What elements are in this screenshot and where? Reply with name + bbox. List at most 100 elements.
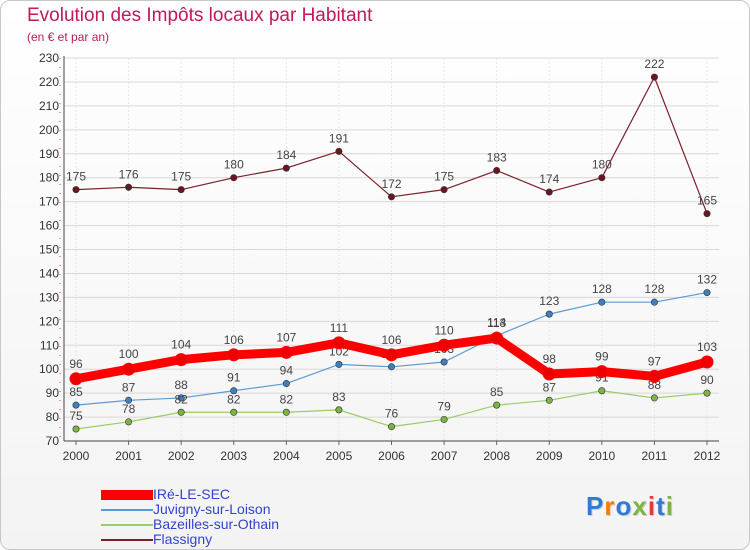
data-label-ir-le-sec: 110 — [435, 323, 454, 337]
data-point-bazeilles-sur-othain — [598, 387, 606, 395]
data-point-juvigny-sur-loison — [125, 396, 133, 404]
data-point-juvigny-sur-loison — [440, 358, 448, 366]
legend-swatch — [101, 523, 153, 526]
y-tick-label: 100 — [39, 362, 59, 376]
x-tick-label: 2001 — [115, 449, 142, 463]
data-label-bazeilles-sur-othain: 78 — [122, 402, 136, 416]
y-tick-label: 180 — [39, 171, 59, 185]
y-tick-label: 210 — [39, 99, 59, 113]
x-tick-label: 2010 — [588, 449, 615, 463]
y-tick-label: 130 — [39, 290, 59, 304]
data-label-flassigny: 180 — [592, 158, 612, 172]
data-label-bazeilles-sur-othain: 82 — [174, 392, 188, 406]
data-label-juvigny-sur-loison: 88 — [174, 378, 188, 392]
data-label-juvigny-sur-loison: 128 — [644, 282, 664, 296]
data-point-bazeilles-sur-othain — [125, 418, 133, 426]
legend-label: Bazeilles-sur-Othain — [153, 516, 280, 532]
y-tick-label: 70 — [46, 434, 60, 448]
data-point-flassigny — [387, 193, 395, 201]
data-point-ir-le-sec — [490, 331, 504, 345]
data-label-flassigny: 222 — [644, 57, 664, 71]
data-label-bazeilles-sur-othain: 87 — [543, 380, 557, 394]
data-label-flassigny: 184 — [276, 148, 296, 162]
y-tick-label: 230 — [39, 51, 59, 65]
data-label-bazeilles-sur-othain: 85 — [490, 385, 504, 399]
data-label-ir-le-sec: 97 — [648, 354, 662, 368]
data-point-juvigny-sur-loison — [598, 298, 606, 306]
data-point-ir-le-sec — [122, 362, 136, 376]
data-label-ir-le-sec: 104 — [171, 338, 191, 352]
y-tick-label: 200 — [39, 123, 59, 137]
data-label-ir-le-sec: 100 — [119, 347, 139, 361]
x-tick-label: 2003 — [220, 449, 247, 463]
data-point-ir-le-sec — [332, 336, 346, 350]
data-point-juvigny-sur-loison — [177, 394, 185, 402]
data-point-flassigny — [545, 188, 553, 196]
data-label-ir-le-sec: 103 — [697, 340, 717, 354]
data-label-bazeilles-sur-othain: 82 — [280, 392, 294, 406]
y-tick-label: 150 — [39, 243, 59, 257]
data-point-ir-le-sec — [700, 355, 714, 369]
data-label-flassigny: 180 — [224, 158, 244, 172]
data-point-bazeilles-sur-othain — [440, 415, 448, 423]
proxiti-logo: Proxiti — [586, 491, 674, 521]
y-tick-label: 220 — [39, 75, 59, 89]
data-point-juvigny-sur-loison — [335, 360, 343, 368]
series-line-flassigny — [75, 76, 708, 215]
data-label-flassigny: 174 — [539, 172, 559, 186]
data-label-flassigny: 183 — [487, 151, 507, 165]
data-point-bazeilles-sur-othain — [282, 408, 290, 416]
data-label-flassigny: 176 — [119, 167, 139, 181]
data-label-juvigny-sur-loison: 94 — [280, 364, 294, 378]
data-label-bazeilles-sur-othain: 75 — [69, 409, 83, 423]
data-label-ir-le-sec: 111 — [330, 321, 349, 335]
data-point-flassigny — [440, 186, 448, 194]
data-label-juvigny-sur-loison: 128 — [592, 282, 612, 296]
y-tick-label: 90 — [46, 386, 60, 400]
data-label-ir-le-sec: 96 — [69, 357, 83, 371]
data-point-ir-le-sec — [279, 345, 293, 359]
legend-swatch — [101, 538, 153, 541]
data-point-bazeilles-sur-othain — [177, 408, 185, 416]
x-tick-label: 2009 — [536, 449, 563, 463]
legend-label: Juvigny-sur-Loison — [153, 501, 271, 517]
data-point-bazeilles-sur-othain — [72, 425, 80, 433]
data-point-bazeilles-sur-othain — [703, 389, 711, 397]
y-tick-label: 110 — [40, 338, 59, 352]
data-point-juvigny-sur-loison — [703, 289, 711, 297]
x-tick-label: 2000 — [63, 449, 90, 463]
data-point-flassigny — [335, 147, 343, 155]
data-label-bazeilles-sur-othain: 79 — [437, 399, 451, 413]
y-tick-label: 120 — [39, 314, 59, 328]
data-point-flassigny — [282, 164, 290, 172]
data-point-flassigny — [230, 174, 238, 182]
data-label-ir-le-sec: 99 — [595, 350, 609, 364]
data-point-bazeilles-sur-othain — [545, 396, 553, 404]
data-label-juvigny-sur-loison: 85 — [69, 385, 83, 399]
chart-title: Evolution des Impôts locaux par Habitant — [27, 5, 373, 26]
data-label-flassigny: 175 — [171, 170, 191, 184]
data-point-ir-le-sec — [542, 367, 556, 381]
data-point-flassigny — [125, 183, 133, 191]
data-point-ir-le-sec — [174, 353, 188, 367]
x-tick-label: 2006 — [378, 449, 405, 463]
data-point-juvigny-sur-loison — [72, 401, 80, 409]
y-tick-label: 80 — [46, 410, 60, 424]
data-label-ir-le-sec: 98 — [543, 352, 557, 366]
x-tick-label: 2008 — [483, 449, 510, 463]
x-tick-label: 2007 — [431, 449, 458, 463]
data-label-bazeilles-sur-othain: 82 — [227, 392, 241, 406]
data-label-bazeilles-sur-othain: 90 — [700, 373, 714, 387]
data-label-bazeilles-sur-othain: 83 — [332, 390, 346, 404]
data-point-ir-le-sec — [69, 372, 83, 386]
x-tick-label: 2004 — [273, 449, 300, 463]
data-label-juvigny-sur-loison: 91 — [227, 371, 241, 385]
data-label-ir-le-sec: 106 — [381, 333, 401, 347]
data-point-flassigny — [650, 73, 658, 81]
chart-subtitle: (en € et par an) — [27, 30, 110, 44]
data-point-ir-le-sec — [385, 348, 398, 362]
legend-label: Flassigny — [153, 531, 213, 547]
data-point-bazeilles-sur-othain — [493, 401, 501, 409]
data-label-juvigny-sur-loison: 123 — [539, 294, 559, 308]
